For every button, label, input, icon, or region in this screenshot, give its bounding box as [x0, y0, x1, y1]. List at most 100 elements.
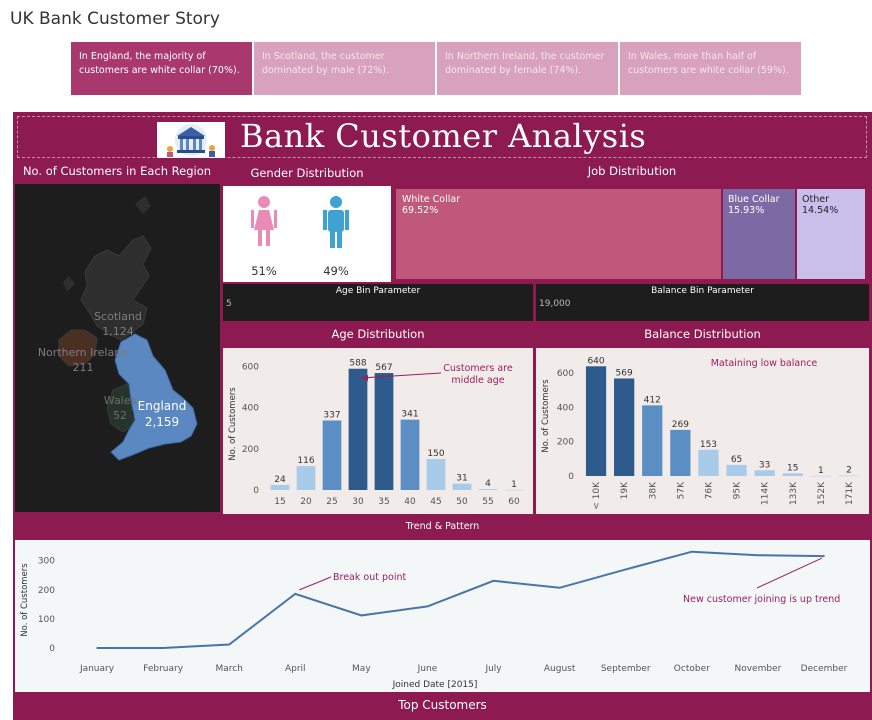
age-distribution-chart: No. of Customers 0 200 400 600 24 15 116 20 337 25…	[223, 348, 533, 514]
x-tick-label: June	[417, 664, 438, 674]
trend-point	[96, 647, 98, 649]
bar	[400, 419, 420, 490]
trend-chart-title: Trend & Pattern	[405, 521, 480, 532]
y-tick-label: 200	[557, 438, 574, 448]
story-point-northern-ireland[interactable]: In Northern Ireland, the customer domina…	[437, 42, 618, 95]
x-tick-label: March	[215, 664, 242, 674]
story-point-scotland[interactable]: In Scotland, the customer dominated by m…	[254, 42, 435, 95]
x-tick-label: 30	[352, 497, 364, 507]
y-axis-label: No. of Customers	[228, 387, 238, 461]
job-segment-blue-collar[interactable]: Blue Collar 15.93%	[722, 188, 796, 280]
x-tick-label: 35	[378, 497, 389, 507]
bar	[426, 459, 446, 490]
map-region-northern-ireland[interactable]	[58, 329, 98, 367]
age-bin-parameter[interactable]: Age Bin Parameter 5	[223, 284, 533, 321]
y-tick-label: 0	[253, 486, 259, 496]
bar	[296, 466, 316, 490]
y-tick-label: 600	[242, 362, 259, 372]
bar	[322, 420, 342, 490]
x-tick-label: 76K	[704, 481, 714, 499]
job-segment-pct: 15.93%	[728, 205, 765, 216]
bar	[452, 483, 472, 490]
top-customers-title: Top Customers	[398, 698, 487, 712]
map-label-wales: Wales	[104, 394, 137, 407]
map-label-northern-ireland: Northern Ireland	[38, 346, 128, 359]
y-tick-label: 0	[568, 472, 574, 482]
bar-value-label: 412	[644, 395, 661, 405]
bar	[726, 464, 747, 476]
x-tick-label: 40	[404, 497, 416, 507]
x-tick-label: October	[674, 664, 710, 674]
region-map-title: No. of Customers in Each Region	[22, 164, 212, 178]
x-tick-label: 57K	[676, 481, 686, 499]
x-tick-label: 95K	[733, 481, 743, 499]
bar-value-label: 640	[587, 356, 604, 366]
bar-value-label: 337	[323, 410, 340, 420]
bar	[670, 429, 691, 476]
balance-chart-title: Balance Distribution	[644, 327, 761, 341]
job-segment-white-collar[interactable]: White Collar 69.52%	[395, 188, 722, 280]
job-segment-label: Other	[802, 194, 829, 205]
trend-line	[97, 550, 825, 649]
balance-bin-value[interactable]: 19,000	[539, 299, 571, 309]
x-tick-label: 171K	[845, 481, 855, 505]
trend-point	[558, 586, 561, 589]
y-tick-label: 400	[557, 403, 574, 413]
gender-title: Gender Distribution	[250, 166, 364, 180]
story-point-england[interactable]: In England, the majority of customers ar…	[71, 42, 252, 95]
age-chart-title: Age Distribution	[331, 327, 425, 341]
bar-value-label: 24	[274, 475, 286, 485]
x-tick-label: April	[285, 664, 306, 674]
bar-value-label: 1	[818, 466, 824, 476]
map-label-scotland: Scotland	[94, 310, 142, 323]
map-region-scotland[interactable]	[80, 235, 152, 341]
female-percent: 51%	[251, 264, 277, 278]
bar-value-label: 150	[427, 449, 444, 459]
x-tick-label: 152K	[817, 481, 827, 505]
bar-value-label: 31	[456, 474, 467, 484]
region-map[interactable]: Scotland 1,124 Northern Ireland 211 Wale…	[15, 184, 220, 512]
story-point-text: In Wales, more than half of customers ar…	[628, 51, 789, 76]
job-segment-other[interactable]: Other 14.54%	[796, 188, 866, 280]
x-tick-label: 55	[482, 497, 493, 507]
bar-value-label: 33	[759, 460, 770, 470]
bar	[478, 489, 498, 490]
bar	[585, 366, 607, 476]
age-annotation-line2: middle age	[451, 375, 504, 386]
x-tick-label: 15	[274, 497, 285, 507]
map-region-england[interactable]	[110, 333, 198, 461]
balance-distribution-chart: No. of Customers 0 200 400 600 640 < 10K 569 19K…	[536, 348, 869, 514]
x-tick-label: 45	[430, 497, 441, 507]
bar-value-label: 116	[297, 456, 314, 466]
trend-point	[691, 550, 693, 553]
bar-value-label: 269	[672, 420, 689, 430]
breakout-arrow	[299, 576, 332, 591]
gender-panel: 51% 49%	[223, 186, 391, 282]
story-point-wales[interactable]: In Wales, more than half of customers ar…	[620, 42, 801, 95]
y-tick-label: 100	[38, 615, 55, 625]
x-axis-label: Joined Date [2015]	[392, 680, 478, 690]
story-title: UK Bank Customer Story	[10, 9, 220, 29]
x-tick-label: 114K	[761, 481, 771, 505]
male-percent: 49%	[323, 264, 349, 278]
x-tick-label: 25	[326, 497, 337, 507]
age-annotation-arrow	[360, 372, 442, 379]
bar	[504, 489, 524, 491]
map-value-wales: 52	[113, 409, 127, 422]
balance-bin-parameter[interactable]: Balance Bin Parameter 19,000	[536, 284, 869, 321]
y-tick-label: 400	[242, 404, 259, 414]
bar-value-label: 65	[731, 455, 742, 465]
story-point-text: In Northern Ireland, the customer domina…	[445, 51, 605, 76]
breakout-annotation: Break out point	[333, 572, 406, 583]
x-tick-label: < 10K	[592, 481, 602, 510]
job-segment-pct: 69.52%	[402, 205, 439, 216]
y-tick-label: 600	[557, 369, 574, 379]
x-tick-label: May	[352, 664, 371, 674]
bar-value-label: 4	[485, 479, 491, 489]
age-bin-value[interactable]: 5	[226, 299, 232, 309]
dashboard-title: Bank Customer Analysis	[240, 117, 647, 155]
map-value-northern-ireland: 211	[73, 361, 94, 374]
bar	[810, 475, 831, 477]
x-tick-label: December	[801, 664, 848, 674]
x-tick-label: 19K	[620, 481, 630, 499]
